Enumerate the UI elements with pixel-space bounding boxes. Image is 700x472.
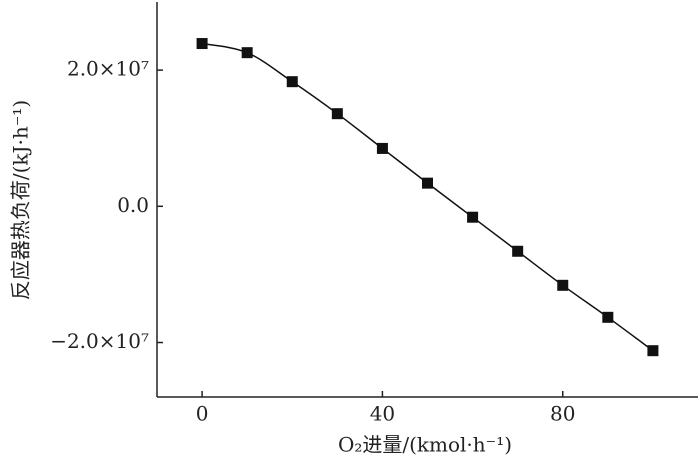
point-marker <box>647 345 659 357</box>
point-marker <box>331 108 343 120</box>
point-marker <box>286 76 298 88</box>
series-line <box>201 42 654 352</box>
x-tick-label: 0 <box>196 402 209 426</box>
point-marker <box>196 38 208 50</box>
y-tick-label: 2.0×10⁷ <box>67 57 149 81</box>
point-marker <box>467 211 479 223</box>
y-axis-label: 反应器热负荷/(kJ·h⁻¹) <box>9 100 33 300</box>
y-tick-label: 0.0 <box>117 193 149 217</box>
x-tick-label: 80 <box>550 402 575 426</box>
y-tick-label: −2.0×10⁷ <box>50 329 149 353</box>
point-marker <box>241 47 253 59</box>
point-marker <box>376 142 388 154</box>
point-marker <box>422 177 433 189</box>
x-axis-label: O₂进量/(kmol·h⁻¹) <box>338 433 512 457</box>
point-marker <box>557 279 569 291</box>
x-tick-label: 40 <box>370 402 395 426</box>
point-marker <box>602 311 614 323</box>
point-marker <box>512 245 524 257</box>
